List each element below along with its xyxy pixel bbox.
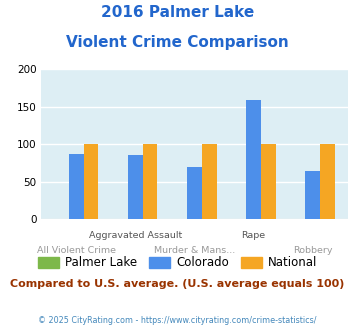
Bar	[187, 167, 202, 219]
Bar	[261, 145, 275, 219]
Bar	[143, 145, 158, 219]
Bar	[305, 171, 320, 219]
Text: Murder & Mans...: Murder & Mans...	[154, 247, 235, 255]
Text: All Violent Crime: All Violent Crime	[37, 247, 116, 255]
Text: © 2025 CityRating.com - https://www.cityrating.com/crime-statistics/: © 2025 CityRating.com - https://www.city…	[38, 316, 317, 325]
Text: Compared to U.S. average. (U.S. average equals 100): Compared to U.S. average. (U.S. average …	[10, 279, 345, 289]
Bar	[202, 145, 217, 219]
Text: Violent Crime Comparison: Violent Crime Comparison	[66, 35, 289, 50]
Bar	[69, 154, 84, 219]
Text: Robbery: Robbery	[293, 247, 332, 255]
Bar	[128, 155, 143, 219]
Text: 2016 Palmer Lake: 2016 Palmer Lake	[101, 5, 254, 20]
Text: Aggravated Assault: Aggravated Assault	[89, 231, 182, 241]
Bar	[246, 100, 261, 219]
Legend: Palmer Lake, Colorado, National: Palmer Lake, Colorado, National	[33, 252, 322, 274]
Bar	[84, 145, 98, 219]
Text: Rape: Rape	[241, 231, 266, 241]
Bar	[320, 145, 335, 219]
